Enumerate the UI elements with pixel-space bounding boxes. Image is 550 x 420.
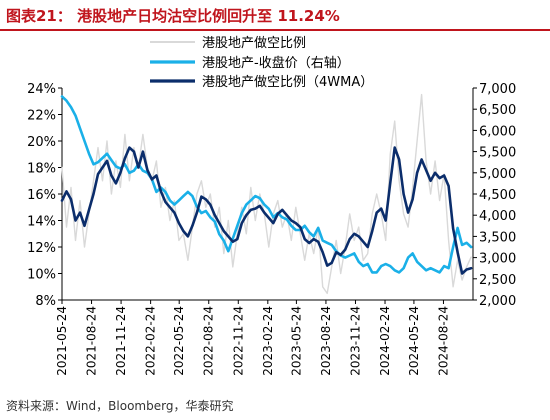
- y-right-tick-label: 3,500: [479, 230, 516, 245]
- x-tick-label: 2024-05-24: [407, 306, 421, 376]
- x-tick-label: 2023-08-24: [319, 306, 333, 376]
- x-tick-label: 2024-02-24: [378, 306, 392, 376]
- x-tick-label: 2021-11-24: [114, 306, 128, 376]
- x-tick-label: 2022-08-24: [202, 306, 216, 376]
- x-tick-label: 2024-08-24: [436, 306, 450, 376]
- x-tick-label: 2022-05-24: [172, 306, 186, 376]
- y-right-tick-label: 5,000: [479, 167, 516, 182]
- y-right-tick-label: 2,000: [479, 294, 516, 309]
- y-right-tick-label: 3,000: [479, 252, 516, 267]
- series-lines: [60, 93, 473, 295]
- chart-title: 图表21： 港股地产日均沽空比例回升至 11.24%: [6, 7, 340, 25]
- y-right-tick-label: 6,500: [479, 103, 516, 118]
- y-left-tick-label: 12%: [27, 241, 56, 256]
- short-ratio-4wma-line: [60, 146, 473, 275]
- y-right-tick-label: 2,500: [479, 273, 516, 288]
- y-right-tick-label: 4,000: [479, 209, 516, 224]
- y-left-tick-label: 20%: [27, 135, 56, 150]
- x-tick-label: 2022-02-24: [144, 306, 158, 376]
- title-underline: [0, 29, 550, 31]
- short-ratio-line: [61, 93, 472, 295]
- y-left-tick-label: 18%: [27, 162, 56, 177]
- x-tick-label: 2023-05-24: [289, 306, 303, 376]
- axes: 8% 10% 12% 14% 16% 18% 20% 22% 24% 2,000 2,500 3,00…: [27, 82, 516, 376]
- y-right-tick-label: 7,000: [479, 82, 516, 97]
- x-tick-label: 2023-02-24: [261, 306, 275, 376]
- line-chart: 8% 10% 12% 14% 16% 18% 20% 22% 24% 2,000 2,500 3,00…: [27, 36, 516, 376]
- source-note: 资料来源：Wind，Bloomberg，华泰研究: [6, 399, 234, 413]
- close-price-line: [60, 95, 473, 274]
- x-tick-label: 2022-11-24: [231, 306, 245, 376]
- y-right-tick-label: 5,500: [479, 146, 516, 161]
- y-left-tick-label: 24%: [27, 82, 56, 97]
- y-right-tick-label: 4,500: [479, 188, 516, 203]
- y-left-tick-label: 22%: [27, 109, 56, 124]
- y-left-tick-label: 16%: [27, 188, 56, 203]
- legend-label: 港股地产做空比例（4WMA）: [202, 75, 373, 90]
- y-left-tick-label: 10%: [27, 268, 56, 283]
- legend-label: 港股地产-收盘价（右轴）: [202, 55, 350, 71]
- y-left-tick-label: 14%: [27, 215, 56, 230]
- x-tick-label: 2023-11-24: [348, 306, 362, 376]
- y-left-tick-label: 8%: [35, 294, 56, 309]
- y-right-tick-label: 6,000: [479, 124, 516, 139]
- legend-label: 港股地产做空比例: [202, 36, 306, 51]
- x-tick-label: 2021-05-24: [55, 306, 69, 376]
- x-tick-label: 2021-08-24: [85, 306, 99, 376]
